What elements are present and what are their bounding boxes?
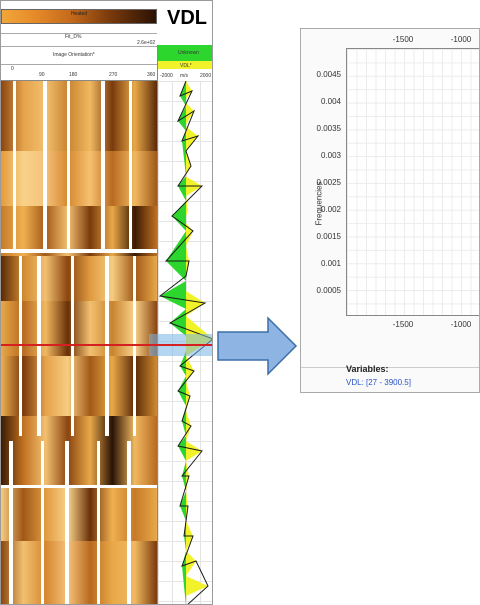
y-tick: 0.0005	[316, 286, 341, 295]
y-tick: 0.001	[320, 259, 341, 268]
depth-cursor-line[interactable]	[1, 344, 212, 346]
y-tick: 0.004	[320, 97, 341, 106]
header-row1-right: 2.6e+02	[137, 40, 156, 46]
x-tick-bottom-1: -1500	[392, 320, 414, 329]
colorbar-label: Heated	[70, 11, 88, 17]
image-track-header: Fit_D% 2.6e+02 Image Orientation* 0 90 1…	[1, 24, 157, 81]
vdl-curve-name: VDL*	[180, 63, 192, 69]
header-row1: Fit_D%	[65, 34, 82, 40]
right-arrow-icon	[217, 316, 298, 376]
vdl-scale-unit: m/s	[180, 73, 189, 79]
variables-divider	[301, 367, 479, 368]
y-tick: 0.0045	[316, 70, 341, 79]
tick-270: 270	[109, 72, 118, 78]
vdl-track-title: VDL	[167, 7, 207, 29]
variables-title: Variables:	[346, 364, 389, 374]
x-tick-top-2: -1000	[450, 35, 472, 44]
borehole-image-track	[1, 81, 157, 604]
x-tick-bottom-2: -1000	[450, 320, 472, 329]
vdl-header-yellow-bar	[158, 61, 212, 69]
vdl-scale-max: 2000	[200, 73, 212, 79]
vdl-track-header: Unknown VDL* -2000 m/s 2000	[157, 45, 212, 81]
vdl-scale-min: -2000	[160, 73, 173, 79]
colorbar	[1, 9, 157, 24]
histogram-panel: -1500 -1000 Frequencies 0.0045 0.004 0.0…	[300, 28, 480, 393]
vdl-header-green-bar	[158, 45, 212, 61]
y-tick: 0.003	[320, 151, 341, 160]
tick-180: 180	[69, 72, 78, 78]
histogram-plot-area[interactable]	[346, 48, 479, 316]
header-image-orientation: Image Orientation*	[53, 52, 95, 58]
y-tick: 0.0035	[316, 124, 341, 133]
variable-item-vdl[interactable]: VDL: [27 - 3900.5]	[346, 378, 411, 387]
x-tick-top-1: -1500	[392, 35, 414, 44]
tick-360: 360	[147, 72, 156, 78]
tick-0: 0	[11, 66, 14, 72]
vdl-flag-label: Unknown	[178, 50, 199, 56]
log-panel: Heated VDL Fit_D% 2.6e+02 Image Orientat…	[0, 0, 213, 605]
y-tick: 0.0025	[316, 178, 341, 187]
y-tick: 0.002	[320, 205, 341, 214]
tick-90: 90	[39, 72, 45, 78]
y-tick: 0.0015	[316, 232, 341, 241]
